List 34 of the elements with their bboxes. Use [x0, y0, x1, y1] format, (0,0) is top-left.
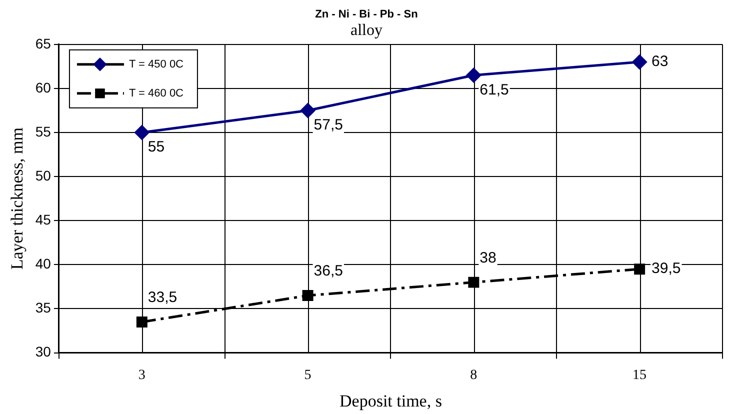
- point: [634, 264, 646, 275]
- data-label: 63: [652, 53, 668, 70]
- y-tick-label: 35: [35, 300, 52, 316]
- x-tick-label: 5: [304, 368, 312, 383]
- point: [632, 54, 647, 70]
- legend-label: T = 450 0C: [128, 58, 184, 70]
- y-tick-label: 45: [35, 211, 52, 228]
- point: [134, 125, 150, 140]
- data-label: 38: [480, 249, 496, 266]
- y-axis-title: Layer thickness, mm: [8, 128, 27, 270]
- legend-label: T = 460 0C: [128, 87, 184, 100]
- x-tick-label: 8: [470, 368, 478, 383]
- point: [466, 68, 481, 82]
- y-tick-label: 30: [35, 344, 52, 360]
- y-tick-label: 65: [35, 35, 52, 52]
- data-label: 39,5: [652, 260, 681, 278]
- point: [302, 290, 314, 302]
- data-label: 57,5: [314, 116, 343, 134]
- data-label: 61,5: [480, 81, 509, 98]
- y-tick-label: 55: [35, 123, 52, 140]
- y-tick-label: 60: [35, 79, 52, 96]
- point: [136, 316, 148, 328]
- x-axis-title: Deposit time, s: [340, 391, 442, 410]
- data-label: 36,5: [314, 262, 343, 280]
- data-label: 33,5: [148, 289, 178, 306]
- chart-subtitle: alloy: [350, 22, 382, 40]
- point: [468, 276, 480, 288]
- data-label: 55: [148, 138, 165, 156]
- point: [300, 103, 316, 118]
- y-tick-label: 40: [35, 256, 52, 272]
- y-tick-label: 50: [35, 167, 52, 184]
- x-tick-label: 15: [632, 368, 647, 383]
- chart-title: Zn - Ni - Bi - Pb - Sn: [315, 8, 418, 21]
- x-tick-label: 3: [138, 368, 146, 383]
